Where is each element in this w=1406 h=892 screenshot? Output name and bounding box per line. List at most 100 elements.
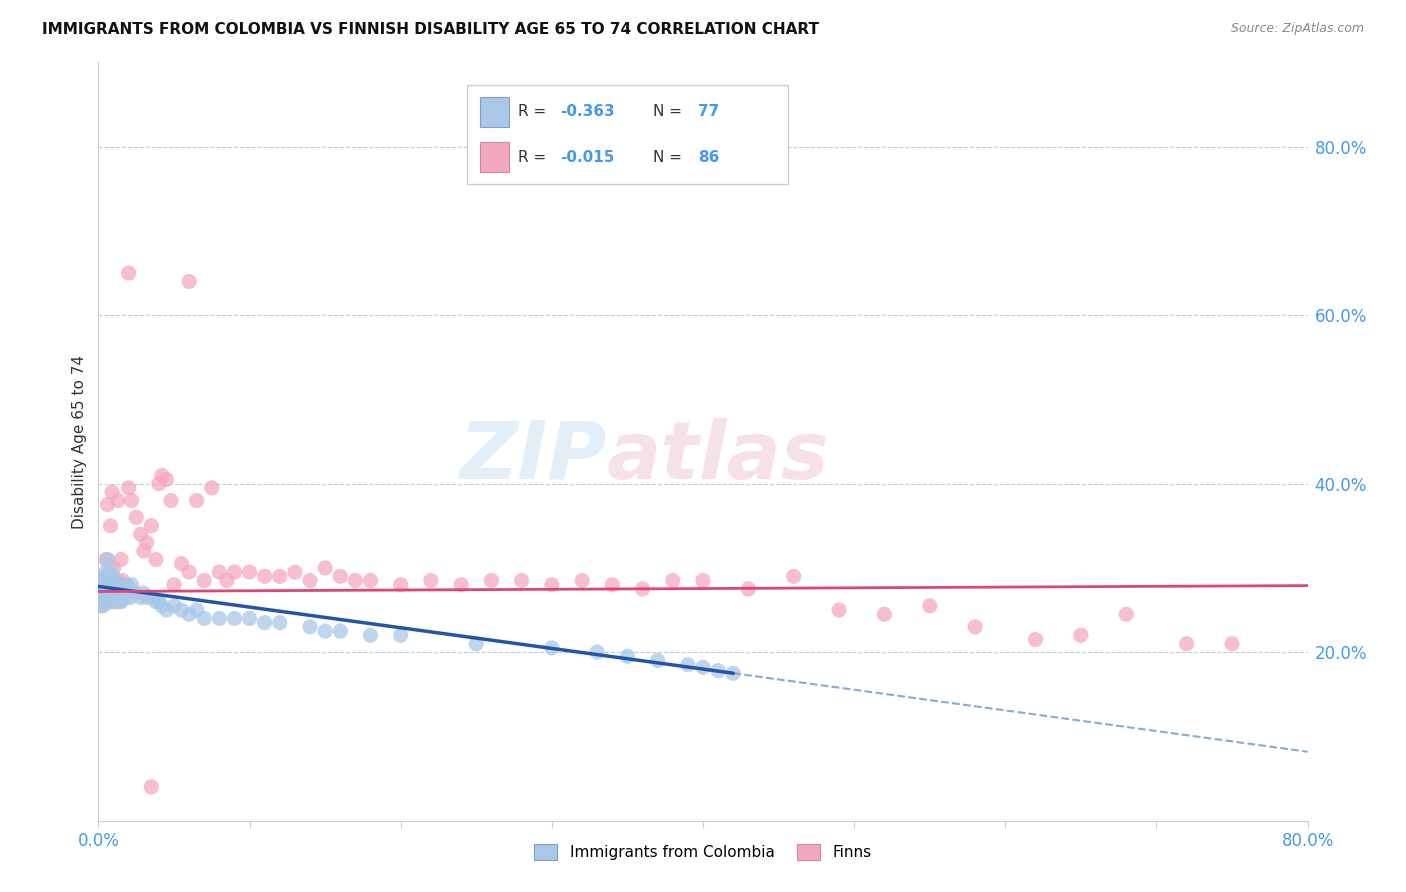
Point	[602, 578, 624, 592]
Legend: Immigrants from Colombia, Finns: Immigrants from Colombia, Finns	[529, 838, 877, 866]
Point	[96, 591, 118, 605]
Point	[132, 544, 155, 558]
Point	[692, 660, 714, 674]
Point	[103, 582, 125, 596]
Point	[540, 640, 562, 655]
Point	[110, 582, 132, 596]
Point	[224, 611, 246, 625]
Point	[239, 565, 262, 579]
Point	[723, 666, 745, 681]
Point	[163, 599, 186, 613]
Point	[299, 574, 322, 588]
Point	[616, 649, 638, 664]
Point	[253, 569, 276, 583]
Text: Source: ZipAtlas.com: Source: ZipAtlas.com	[1230, 22, 1364, 36]
Point	[344, 574, 367, 588]
Point	[215, 574, 238, 588]
Point	[329, 569, 352, 583]
Point	[135, 535, 157, 549]
Point	[93, 578, 115, 592]
Point	[89, 586, 111, 600]
Point	[676, 657, 699, 672]
Point	[269, 615, 291, 630]
Point	[1175, 637, 1198, 651]
Point	[114, 591, 136, 605]
Point	[94, 565, 117, 579]
Point	[193, 574, 215, 588]
Point	[101, 578, 124, 592]
Point	[299, 620, 322, 634]
Point	[239, 611, 262, 625]
Point	[163, 578, 186, 592]
Point	[107, 493, 129, 508]
Text: atlas: atlas	[606, 417, 830, 496]
Point	[647, 654, 669, 668]
Point	[420, 574, 443, 588]
Point	[96, 552, 118, 566]
Point	[631, 582, 654, 596]
Point	[111, 586, 134, 600]
Point	[98, 569, 121, 583]
Point	[179, 607, 201, 622]
Point	[105, 574, 128, 588]
Point	[329, 624, 352, 639]
Point	[111, 574, 134, 588]
Point	[93, 582, 115, 596]
Point	[1115, 607, 1137, 622]
Point	[125, 510, 148, 524]
Point	[918, 599, 941, 613]
Point	[118, 481, 141, 495]
Point	[201, 481, 224, 495]
Point	[98, 569, 121, 583]
Point	[150, 599, 173, 613]
Point	[91, 586, 114, 600]
Point	[314, 561, 336, 575]
Point	[155, 473, 177, 487]
Point	[186, 603, 208, 617]
Point	[98, 594, 121, 608]
Point	[170, 557, 193, 571]
Point	[179, 565, 201, 579]
Point	[90, 599, 112, 613]
Point	[145, 594, 167, 608]
Point	[105, 594, 128, 608]
Point	[186, 493, 208, 508]
Point	[1220, 637, 1243, 651]
Point	[93, 591, 115, 605]
Point	[96, 578, 118, 592]
Point	[873, 607, 896, 622]
Point	[135, 591, 157, 605]
Point	[193, 611, 215, 625]
Point	[112, 582, 135, 596]
Point	[107, 591, 129, 605]
Point	[103, 569, 125, 583]
Point	[121, 578, 143, 592]
Point	[100, 518, 122, 533]
Point	[94, 594, 117, 608]
Point	[91, 599, 114, 613]
Point	[510, 574, 533, 588]
Point	[783, 569, 806, 583]
Point	[103, 561, 125, 575]
Point	[155, 603, 177, 617]
Point	[103, 594, 125, 608]
Point	[90, 578, 112, 592]
Point	[170, 603, 193, 617]
Point	[110, 552, 132, 566]
Point	[96, 498, 118, 512]
Point	[94, 594, 117, 608]
Point	[1024, 632, 1046, 647]
Point	[90, 594, 112, 608]
Point	[91, 594, 114, 608]
Point	[1070, 628, 1092, 642]
Point	[121, 493, 143, 508]
Point	[132, 586, 155, 600]
Point	[141, 780, 163, 794]
Point	[100, 565, 122, 579]
Point	[314, 624, 336, 639]
Point	[108, 582, 131, 596]
Point	[108, 578, 131, 592]
Point	[93, 591, 115, 605]
Point	[692, 574, 714, 588]
Point	[93, 569, 115, 583]
